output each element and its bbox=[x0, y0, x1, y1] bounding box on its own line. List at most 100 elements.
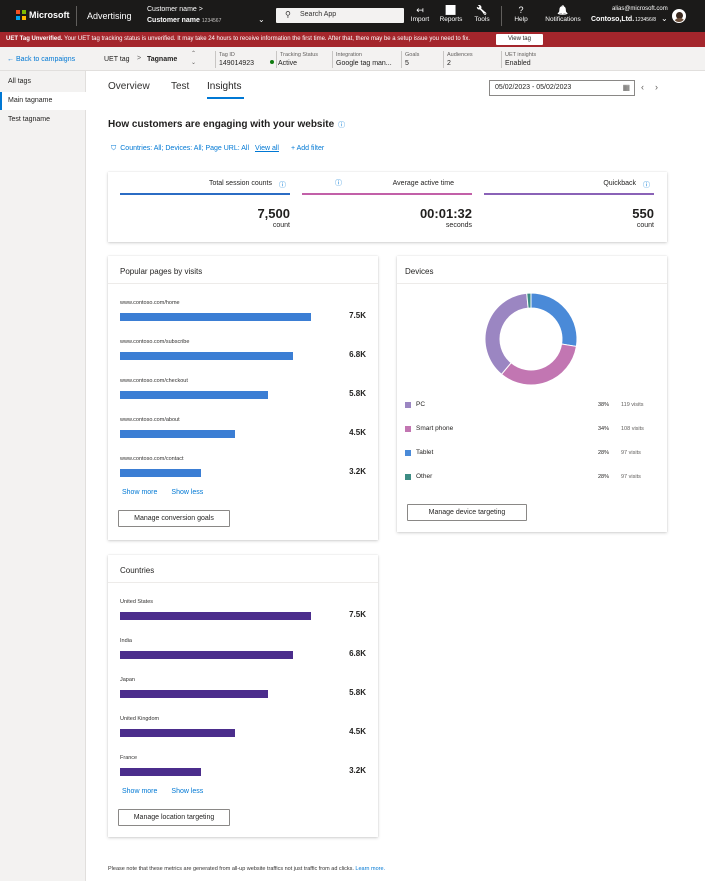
manage-conversion-goals-button[interactable]: Manage conversion goals bbox=[118, 510, 230, 527]
show-less-link[interactable]: Show less bbox=[171, 489, 204, 496]
avatar[interactable] bbox=[672, 9, 686, 23]
tab-test[interactable]: Test bbox=[171, 81, 190, 92]
devices-card: Devices PC 38% 119 visits Smart phone 34% 108… bbox=[397, 256, 667, 532]
add-filter-button[interactable]: + Add filter bbox=[290, 145, 325, 152]
bar[interactable] bbox=[120, 352, 293, 360]
customer-label[interactable]: Customer name > bbox=[147, 6, 203, 13]
calendar-icon: ▦ bbox=[622, 83, 630, 92]
chevron-down-icon[interactable]: ⌄ bbox=[661, 14, 668, 23]
view-all-link[interactable]: View all bbox=[254, 145, 279, 152]
info-icon[interactable]: ⓘ bbox=[643, 182, 650, 189]
tag-meta-tag-id: Tag ID 149014923 bbox=[219, 52, 254, 67]
tag-meta-integration: Integration Google tag man... bbox=[336, 52, 392, 67]
donut-slice-other[interactable] bbox=[526, 292, 532, 309]
customer-selector[interactable]: Customer name 1234567 bbox=[147, 17, 222, 24]
bar-label: United Kingdom bbox=[120, 716, 160, 722]
nav-label: Import bbox=[410, 16, 430, 23]
metric-label: Total session counts bbox=[208, 180, 272, 187]
learn-more-link[interactable]: Learn more. bbox=[355, 866, 386, 872]
nav-reports-button[interactable]: 📈 Reports bbox=[436, 4, 466, 23]
nav-tools-button[interactable]: 🔧 Tools bbox=[467, 4, 497, 23]
next-date-arrow-icon[interactable]: › bbox=[655, 82, 658, 92]
view-tag-button[interactable]: View tag bbox=[496, 34, 543, 45]
tab-selected-indicator bbox=[207, 97, 244, 99]
bar[interactable] bbox=[120, 313, 311, 321]
chevron-down-icon[interactable]: ⌄ bbox=[258, 15, 265, 24]
tag-meta-tracking-status: Tracking Status Active bbox=[270, 52, 318, 67]
legend-swatch bbox=[405, 474, 411, 480]
product-name[interactable]: Advertising bbox=[87, 11, 132, 21]
tag-switch-arrows-icon[interactable]: ⌃ ⌄ bbox=[191, 51, 197, 66]
bar[interactable] bbox=[120, 612, 311, 620]
divider bbox=[401, 51, 402, 68]
metric-value: 7,500 bbox=[257, 206, 290, 221]
back-to-campaigns-link[interactable]: ← Back to campaigns bbox=[7, 56, 76, 63]
bar-label: www.contoso.com/contact bbox=[120, 456, 184, 462]
bar-label: www.contoso.com/about bbox=[120, 417, 180, 423]
left-nav-all-tags[interactable]: All tags bbox=[8, 78, 31, 85]
donut-slice-smart-phone[interactable] bbox=[500, 343, 577, 386]
bar-label: France bbox=[120, 755, 138, 761]
brand-name: Microsoft bbox=[29, 10, 70, 20]
show-less-link[interactable]: Show less bbox=[171, 788, 204, 795]
search-app-box[interactable]: ⚲ Search App bbox=[276, 8, 404, 23]
bar[interactable] bbox=[120, 768, 201, 776]
warning-text: UET Tag Unverified. Your UET tag trackin… bbox=[6, 36, 471, 42]
tab-overview[interactable]: Overview bbox=[108, 81, 150, 92]
device-name: Tablet bbox=[416, 449, 434, 456]
filter-bar: ⛉ Countries: All; Devices: All; Page URL:… bbox=[111, 145, 324, 153]
breadcrumb-tagname: Tagname bbox=[147, 56, 178, 63]
meta-value: 5 bbox=[405, 60, 409, 67]
legend-swatch bbox=[405, 450, 411, 456]
tab-insights[interactable]: Insights bbox=[207, 81, 242, 92]
device-row-other: Other 28% 97 visits bbox=[405, 472, 659, 482]
bar[interactable] bbox=[120, 391, 268, 399]
user-alias: alias@microsoft.com bbox=[612, 6, 668, 12]
meta-key: Tag ID bbox=[219, 52, 235, 58]
nav-notifications-button[interactable]: 🔔 Notifications bbox=[541, 4, 585, 23]
bar[interactable] bbox=[120, 651, 293, 659]
nav-label: Reports bbox=[439, 16, 463, 23]
reports-icon: 📈 bbox=[445, 5, 457, 15]
bar-value: 7.5K bbox=[349, 311, 366, 320]
manage-device-targeting-button[interactable]: Manage device targeting bbox=[407, 504, 527, 521]
devices-donut-chart bbox=[484, 292, 578, 386]
divider bbox=[108, 283, 378, 284]
info-icon[interactable]: ⓘ bbox=[338, 122, 346, 129]
filter-icon[interactable]: ⛉ bbox=[111, 145, 117, 152]
bar[interactable] bbox=[120, 690, 268, 698]
device-name: PC bbox=[416, 401, 426, 408]
bell-icon: 🔔 bbox=[557, 5, 569, 15]
tag-meta-goals: Goals 5 bbox=[405, 52, 419, 67]
donut-slice-pc[interactable] bbox=[484, 292, 529, 375]
meta-value: 2 bbox=[447, 60, 451, 67]
info-icon[interactable]: ⓘ bbox=[335, 180, 342, 187]
metric-unit: count bbox=[272, 222, 290, 229]
bar-value: 3.2K bbox=[349, 766, 366, 775]
account-selector[interactable]: Contoso,Ltd.123456/8 bbox=[591, 16, 657, 23]
previous-date-arrow-icon[interactable]: ‹ bbox=[641, 82, 644, 92]
nav-import-button[interactable]: ↤ Import bbox=[405, 4, 435, 23]
breadcrumb-uet-tag[interactable]: UET tag bbox=[104, 56, 130, 63]
filter-summary[interactable]: Countries: All; Devices: All; Page URL: … bbox=[120, 145, 250, 152]
bar-value: 3.2K bbox=[349, 467, 366, 476]
nav-help-button[interactable]: ? Help bbox=[506, 4, 536, 23]
tools-icon: 🔧 bbox=[476, 5, 488, 15]
show-more-link[interactable]: Show more bbox=[122, 788, 158, 795]
uet-warning-banner: UET Tag Unverified. Your UET tag trackin… bbox=[0, 32, 705, 47]
info-icon[interactable]: ⓘ bbox=[279, 182, 286, 189]
left-nav-main-tagname[interactable]: Main tagname bbox=[0, 92, 86, 110]
donut-slice-tablet[interactable] bbox=[530, 292, 578, 348]
sub-header: ← Back to campaigns UET tag > Tagname ⌃ ⌄… bbox=[0, 47, 705, 71]
metric-unit: count bbox=[636, 222, 654, 229]
show-more-link[interactable]: Show more bbox=[122, 489, 158, 496]
bar[interactable] bbox=[120, 430, 235, 438]
manage-location-targeting-button[interactable]: Manage location targeting bbox=[118, 809, 230, 826]
page-title: How customers are engaging with your web… bbox=[108, 119, 346, 130]
bar[interactable] bbox=[120, 729, 235, 737]
left-nav-test-tagname[interactable]: Test tagname bbox=[8, 116, 51, 123]
countries-title: Countries bbox=[120, 566, 155, 575]
bar[interactable] bbox=[120, 469, 201, 477]
date-range-picker[interactable]: 05/02/2023 - 05/02/2023 ▦ bbox=[489, 80, 635, 96]
breadcrumb-separator: > bbox=[137, 55, 142, 62]
